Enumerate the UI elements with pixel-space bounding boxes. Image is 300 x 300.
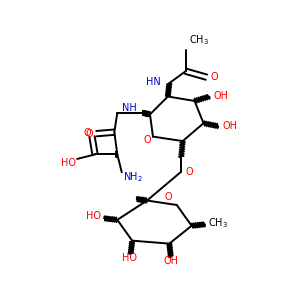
Text: NH: NH [122,103,136,113]
Text: CH$_3$: CH$_3$ [189,34,208,47]
Text: CH$_3$: CH$_3$ [208,216,228,230]
Text: HO: HO [122,253,137,263]
Text: O: O [210,72,218,82]
Text: NH$_2$: NH$_2$ [123,170,143,184]
Text: O: O [84,128,92,138]
Text: OH: OH [223,121,238,131]
Text: O: O [85,129,93,139]
Text: O: O [164,192,172,202]
Text: OH: OH [214,91,229,100]
Text: O: O [186,167,193,177]
Text: HO: HO [86,211,101,221]
Text: O: O [144,135,152,145]
Text: OH: OH [163,256,178,266]
Text: HO: HO [61,158,76,168]
Text: HN: HN [146,76,161,87]
